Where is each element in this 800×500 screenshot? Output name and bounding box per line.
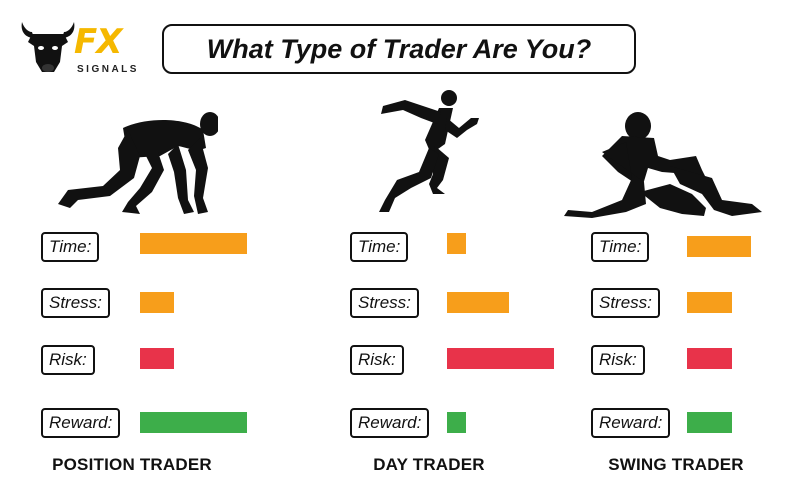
- day-trader-title: DAY TRADER: [373, 455, 485, 474]
- day-risk-bar: [447, 348, 554, 369]
- swing-risk-label: Risk:: [591, 345, 645, 375]
- logo-sub-text: SIGNALS: [77, 64, 139, 75]
- position-risk-label: Risk:: [41, 345, 95, 375]
- swing-time-label: Time:: [591, 232, 650, 262]
- day-time-label: Time:: [350, 232, 409, 262]
- page-title-box: What Type of Trader Are You?: [162, 24, 636, 74]
- position-time-label: Time:: [41, 232, 100, 262]
- swing-time-bar: [687, 236, 751, 257]
- page-title: What Type of Trader Are You?: [206, 33, 592, 64]
- day-time-bar: [447, 233, 466, 254]
- bull-head-icon: [21, 22, 75, 72]
- position-stress-label: Stress:: [41, 288, 110, 318]
- day-reward-bar: [447, 412, 466, 433]
- position-risk-bar: [140, 348, 174, 369]
- position-time-bar: [140, 233, 247, 254]
- position-trader-title: POSITION TRADER: [52, 455, 212, 474]
- swing-reward-label: Reward:: [591, 408, 671, 438]
- sprinting-runner-icon: [379, 90, 479, 212]
- day-stress-label: Stress:: [350, 288, 419, 318]
- logo-brand-text: FX: [74, 22, 122, 62]
- day-reward-label: Reward:: [350, 408, 430, 438]
- position-reward-label: Reward:: [41, 408, 121, 438]
- fx-signals-logo: FX SIGNALS: [18, 16, 136, 82]
- day-stress-bar: [447, 292, 509, 313]
- position-stress-bar: [140, 292, 174, 313]
- sitting-person-icon: [564, 112, 762, 218]
- swing-trader-title: SWING TRADER: [608, 455, 744, 474]
- day-risk-label: Risk:: [350, 345, 404, 375]
- swing-stress-label: Stress:: [591, 288, 660, 318]
- swing-stress-bar: [687, 292, 732, 313]
- position-reward-bar: [140, 412, 247, 433]
- crouching-runner-icon: [58, 112, 218, 214]
- swing-reward-bar: [687, 412, 732, 433]
- swing-risk-bar: [687, 348, 732, 369]
